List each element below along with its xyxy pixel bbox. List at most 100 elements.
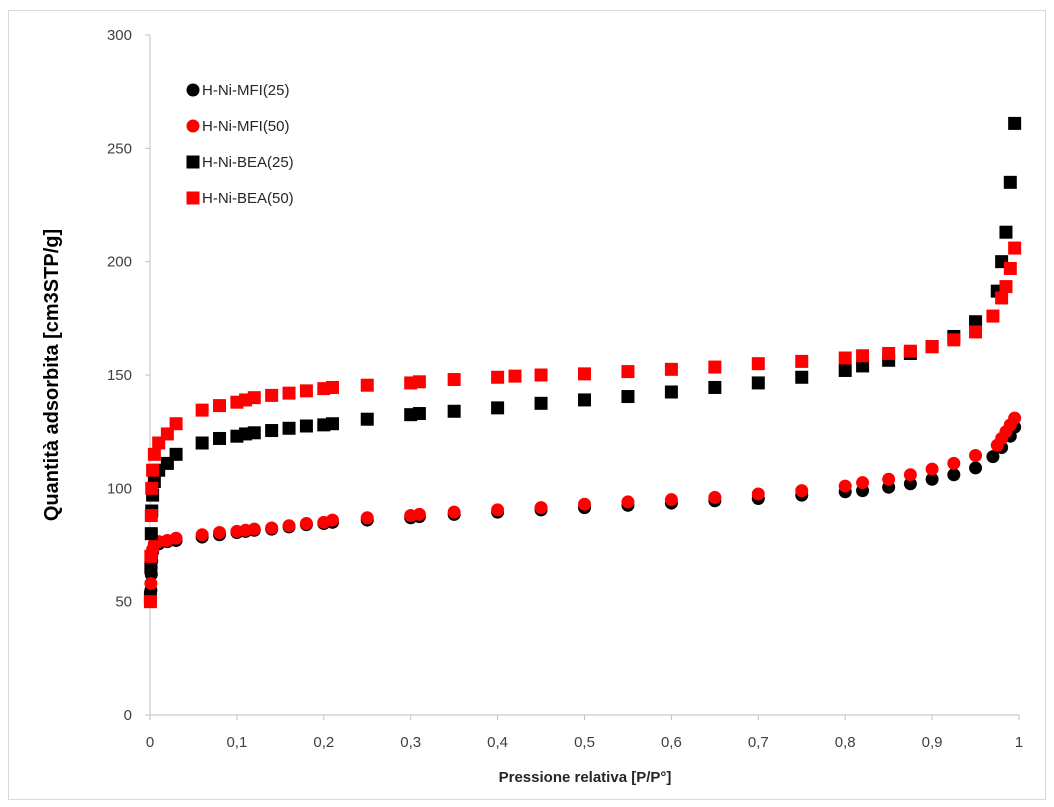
data-point [325,513,339,527]
data-point [491,401,505,415]
data-point [925,340,939,354]
x-tick-label: 0,2 [313,734,334,751]
y-axis-label: Quantità adsorbita [cm3STP/g] [41,229,63,521]
x-tick-label: 0,1 [226,734,247,751]
data-point [169,531,183,545]
data-point [882,472,896,486]
data-point [213,399,227,413]
data-point [447,373,461,387]
data-point [299,419,313,433]
y-tick-label: 50 [115,594,132,611]
data-point [447,404,461,418]
data-point [664,493,678,507]
data-point [282,519,296,533]
data-point [856,349,870,363]
data-point [999,280,1013,294]
data-point [903,344,917,358]
data-point [147,447,161,461]
data-point [412,407,426,421]
x-tick-label: 0,6 [661,734,682,751]
data-point [838,363,852,377]
data-point [412,507,426,521]
legend-marker [186,155,200,169]
chart-frame [8,10,1046,800]
data-point [325,380,339,394]
data-point [578,393,591,407]
x-tick-label: 0,3 [400,734,421,751]
data-point [299,516,313,530]
legend-entry: H-Ni-BEA(50) [202,190,294,207]
data-point [621,390,635,404]
y-tick-label: 150 [107,367,132,384]
data-point [491,370,505,384]
legend: H-Ni-MFI(25) H-Ni-MFI(50) H-Ni-BEA(25) H-Ni… [186,82,294,207]
data-point [265,388,279,402]
y-axis-ticks: 0 50 100 150 200 250 300 [107,27,150,724]
data-point [144,527,158,541]
data-point [795,484,809,498]
data-point [856,359,870,373]
data-point [751,357,765,371]
x-tick-label: 0,9 [922,734,943,751]
x-tick-label: 0 [146,734,154,751]
data-point [751,487,765,501]
x-axis-ticks: 0 0,1 0,2 0,3 0,4 0,5 0,6 0,7 0,8 0,9 1 [146,715,1023,751]
y-tick-label: 0 [124,707,132,724]
data-point [282,386,296,400]
data-point [195,403,209,417]
data-point [986,450,1000,464]
data-point [360,511,374,525]
data-point [299,384,313,398]
data-point [144,561,158,575]
data-point [947,468,961,482]
data-point [947,456,961,470]
data-point [282,421,296,435]
data-point [146,463,160,477]
legend-entry: H-Ni-MFI(25) [202,82,290,99]
x-tick-label: 0,5 [574,734,595,751]
y-tick-label: 300 [107,27,132,44]
data-point [795,370,809,384]
data-point [360,412,374,426]
data-point [143,595,157,609]
data-point [144,509,158,523]
x-tick-label: 0,8 [835,734,856,751]
data-point [664,385,678,399]
data-point [947,333,961,347]
legend-entry: H-Ni-MFI(50) [202,118,290,135]
data-point [247,522,261,536]
data-point [247,391,261,405]
data-point [969,315,983,329]
data-point [213,526,227,540]
data-point [903,468,917,482]
data-point [903,477,917,491]
data-point [751,376,765,390]
data-point [360,378,374,392]
data-point [325,417,339,431]
legend-marker [186,191,200,205]
data-point [708,380,722,394]
data-point [969,461,983,475]
data-point [578,367,591,381]
data-point [708,490,722,504]
legend-marker [186,83,200,97]
data-point [969,325,983,339]
series-2 [143,411,1022,604]
data-point [412,375,426,389]
data-point [447,505,461,519]
data-point [265,521,279,535]
x-axis-label: Pressione relativa [P/P°] [499,769,672,786]
x-tick-label: 0,7 [748,734,769,751]
data-point [664,362,678,376]
data-point [578,497,591,511]
legend-marker [186,119,200,133]
data-point [1003,175,1017,189]
data-point [534,396,548,410]
data-point [144,577,158,591]
y-tick-label: 250 [107,140,132,157]
x-tick-label: 1 [1015,734,1023,751]
data-point [621,365,635,379]
data-point [995,291,1009,305]
data-point [265,424,279,438]
